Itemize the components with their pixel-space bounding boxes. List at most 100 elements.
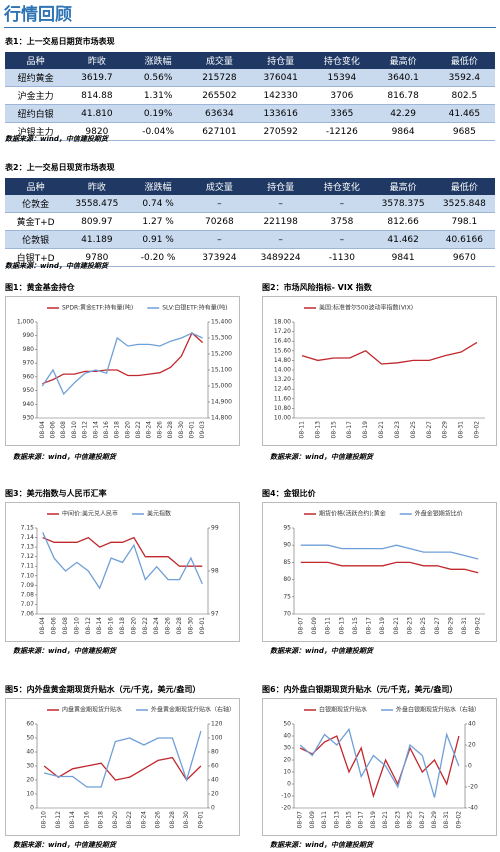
table-cell: – — [250, 195, 312, 213]
page-title: 行情回顾 — [4, 0, 496, 28]
x-tick-label: 08-28 — [167, 421, 174, 439]
x-tick-label: 08-21 — [378, 421, 385, 439]
table-cell: – — [311, 230, 373, 249]
y2-tick-label: -20 — [468, 784, 478, 791]
y2-tick-label: 14,800 — [211, 415, 232, 422]
y-tick-label: 0 — [287, 781, 291, 788]
legend-label: SLV:白银ETF:持有量(吨) — [162, 304, 227, 312]
x-tick-label: 08-31 — [458, 421, 465, 439]
table-cell: 3558.475 — [66, 195, 128, 213]
y-tick-label: 15.60 — [274, 347, 291, 354]
x-tick-label: 09-01 — [197, 811, 204, 829]
y-tick-label: 7.06 — [21, 611, 35, 618]
y-tick-label: 960 — [23, 373, 35, 380]
series-line — [42, 536, 203, 567]
x-tick-label: 08-06 — [50, 421, 57, 439]
series-line — [43, 756, 202, 782]
table-cell: -12126 — [311, 122, 373, 141]
x-tick-label: 08-27 — [419, 811, 426, 829]
table-cell: – — [188, 195, 250, 213]
data-table: 品种 昨收 涨跌幅 成交量 持仓量 持仓变化 最高价 最低价 伦敦金 3558.475 0.74 %… — [5, 178, 495, 267]
table-cell: -0.20 % — [127, 248, 189, 267]
x-tick-label: 08-16 — [83, 811, 90, 829]
column-header: 涨跌幅 — [127, 178, 189, 195]
x-tick-label: 09-01 — [188, 421, 195, 439]
x-tick-label: 08-25 — [407, 811, 414, 829]
x-tick-label: 08-11 — [325, 617, 332, 635]
table-cell: 0.56% — [127, 69, 189, 87]
column-header: 品种 — [5, 178, 67, 195]
table-cell: 215728 — [188, 69, 250, 87]
table-cell: 0.19% — [127, 104, 189, 123]
y2-tick-label: 15,100 — [211, 367, 232, 374]
table-cell: 63634 — [188, 104, 250, 123]
x-tick-label: 08-16 — [108, 617, 115, 635]
x-tick-label: 08-19 — [379, 617, 386, 635]
x-tick-label: 08-18 — [114, 421, 121, 439]
x-tick-label: 08-18 — [98, 811, 105, 829]
table-cell: 9820 — [66, 122, 128, 141]
figure-source: 数据来源：wind，中信建投期货 — [13, 453, 116, 461]
table-cell: 1.31% — [127, 86, 189, 105]
table-cell: 798.1 — [433, 212, 495, 231]
y-tick-label: 30 — [26, 763, 34, 770]
column-header: 成交量 — [188, 52, 250, 69]
x-tick-label: 08-13 — [338, 617, 345, 635]
y-tick-label: 10.00 — [274, 415, 291, 422]
chart: 10.00 10.80 11.60 12.40 13.20 14.00 14.80 15.60… — [262, 296, 497, 446]
table-row: 白银T+D 9780 -0.20 % 373924 3489224 -1130 9841 96… — [5, 248, 495, 267]
x-tick-label: 08-14 — [69, 811, 76, 829]
x-tick-label: 08-28 — [169, 811, 176, 829]
x-tick-label: 08-13 — [314, 421, 321, 439]
x-tick-label: 08-19 — [370, 811, 377, 829]
x-tick-label: 08-24 — [140, 811, 147, 829]
column-header: 昨收 — [66, 52, 128, 69]
table-cell: 41.189 — [66, 230, 128, 249]
x-tick-label: 08-14 — [96, 617, 103, 635]
table-cell: 812.66 — [372, 212, 434, 231]
figure-source: 数据来源：wind，中信建投期货 — [13, 647, 116, 655]
x-tick-label: 08-22 — [142, 617, 149, 635]
legend-label: 内盘黄金期现货升贴水 — [62, 706, 122, 714]
x-tick-label: 08-20 — [112, 811, 119, 829]
y-tick-label: 7.08 — [21, 591, 35, 598]
y-tick-label: 7.07 — [21, 601, 35, 608]
table-cell: – — [250, 230, 312, 249]
y2-tick-label: 20 — [211, 791, 219, 798]
x-tick-label: 08-10 — [41, 811, 48, 829]
x-tick-label: 08-23 — [394, 421, 401, 439]
table-cell: 265502 — [188, 86, 250, 105]
table-cell: 809.97 — [66, 212, 128, 231]
y-tick-label: -10 — [281, 793, 291, 800]
table-cell: 3525.848 — [433, 195, 495, 213]
y2-tick-label: 80 — [211, 749, 219, 756]
table-cell: 纽约白银 — [5, 104, 67, 123]
column-header: 涨跌幅 — [127, 52, 189, 69]
legend-label: 期货价格(活跃合约):黄金 — [319, 510, 386, 518]
figure-source: 数据来源：wind，中信建投期货 — [270, 647, 373, 655]
legend-label: 中间价:美元兑人民币 — [62, 510, 118, 518]
chart: -20 -10 0 10 20 30 40 50 -40 -20 0 20 40 08-07 08-09 08… — [262, 698, 497, 836]
y-tick-label: 20 — [283, 757, 291, 764]
y-tick-label: 7.13 — [21, 544, 35, 551]
y-tick-label: 7.09 — [21, 582, 35, 589]
table-cell: 221198 — [250, 212, 312, 231]
y2-tick-label: -40 — [468, 805, 478, 812]
x-tick-label: 08-25 — [410, 421, 417, 439]
y2-tick-label: 14,900 — [211, 399, 232, 406]
table-cell: 373924 — [188, 248, 250, 267]
y-tick-label: 60 — [26, 721, 34, 728]
y-tick-label: 16.40 — [274, 338, 291, 345]
series-line — [41, 332, 203, 396]
y-tick-label: 7.14 — [21, 534, 35, 541]
legend-label: 美元指数 — [147, 510, 171, 518]
x-tick-label: 08-30 — [178, 421, 185, 439]
legend-label: 美国:标准普尔500波动率指数(VIX) — [319, 304, 413, 312]
y2-tick-label: 20 — [468, 742, 476, 749]
table-row: 沪金主力 814.88 1.31% 265502 142330 3706 816.78 802… — [5, 86, 495, 105]
table-cell: 3619.7 — [66, 69, 128, 87]
series-line — [43, 730, 202, 788]
y-tick-label: 7.10 — [21, 572, 35, 579]
y-tick-label: 990 — [23, 332, 35, 339]
table-cell: 3640.1 — [372, 69, 434, 87]
